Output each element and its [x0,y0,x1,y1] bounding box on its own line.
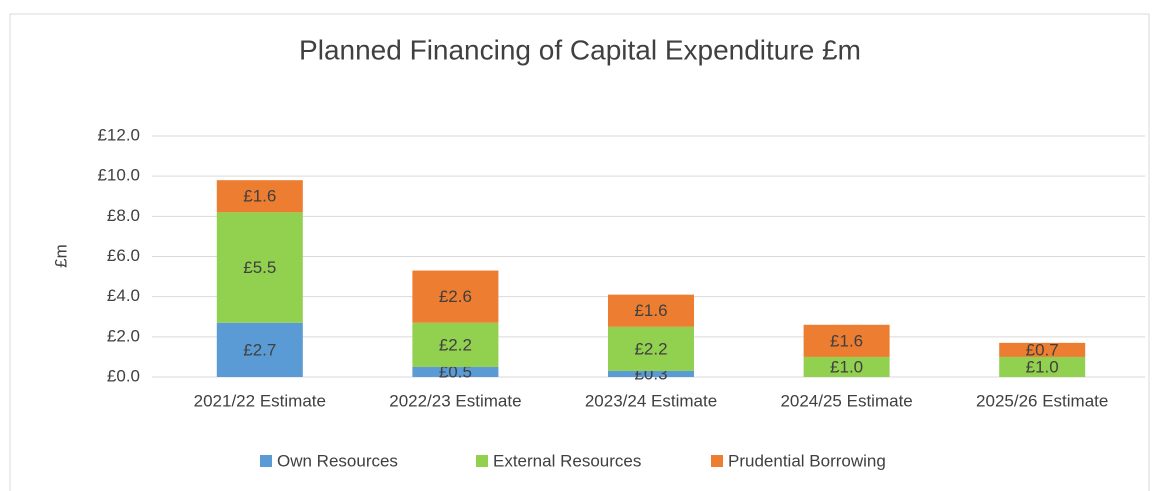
y-axis-label: £m [51,244,70,268]
data-label: £2.2 [634,339,667,358]
y-tick-label: £6.0 [107,246,140,265]
data-label: £5.5 [243,258,276,277]
bar-segment [412,366,499,377]
bar-segment [999,356,1086,377]
y-tick-label: £2.0 [107,326,140,345]
bar-segment [412,270,499,323]
legend-swatch [711,455,723,467]
data-label: £1.6 [634,301,667,320]
data-label: £1.6 [830,331,863,350]
data-label: £2.2 [439,335,472,354]
data-label: £2.6 [439,287,472,306]
bar-segment [216,180,303,213]
data-label: £1.0 [1026,357,1059,376]
data-label: £2.7 [243,340,276,359]
x-tick-label: 2023/24 Estimate [585,391,717,410]
bar-segment [216,212,303,323]
bar-segment [608,326,694,371]
chart-border [9,13,1150,491]
bar-segment [412,322,499,367]
data-label: £1.6 [243,187,276,206]
data-label: £1.0 [830,357,863,376]
data-label: £0.7 [1026,340,1059,359]
x-tick-label: 2024/25 Estimate [780,391,912,410]
x-tick-label: 2021/22 Estimate [194,391,326,410]
legend-label: Own Resources [277,451,398,470]
legend-label: Prudential Borrowing [728,451,886,470]
y-tick-label: £10.0 [97,166,140,185]
bar-segment [608,294,694,327]
y-tick-label: £4.0 [107,286,140,305]
y-tick-label: £12.0 [97,125,140,144]
bar-segment [608,370,694,377]
bar-segment [216,322,303,377]
bar-segment [803,356,890,377]
data-label: £0.5 [439,362,472,381]
legend-label: External Resources [493,451,641,470]
y-tick-label: £0.0 [107,366,140,385]
y-tick-label: £8.0 [107,206,140,225]
chart-title: Planned Financing of Capital Expenditure… [299,34,861,65]
x-tick-label: 2025/26 Estimate [976,391,1108,410]
x-tick-label: 2022/23 Estimate [389,391,521,410]
bar-segment [803,324,890,357]
bar-segment [999,342,1086,357]
legend-swatch [260,455,272,467]
legend-swatch [476,455,488,467]
